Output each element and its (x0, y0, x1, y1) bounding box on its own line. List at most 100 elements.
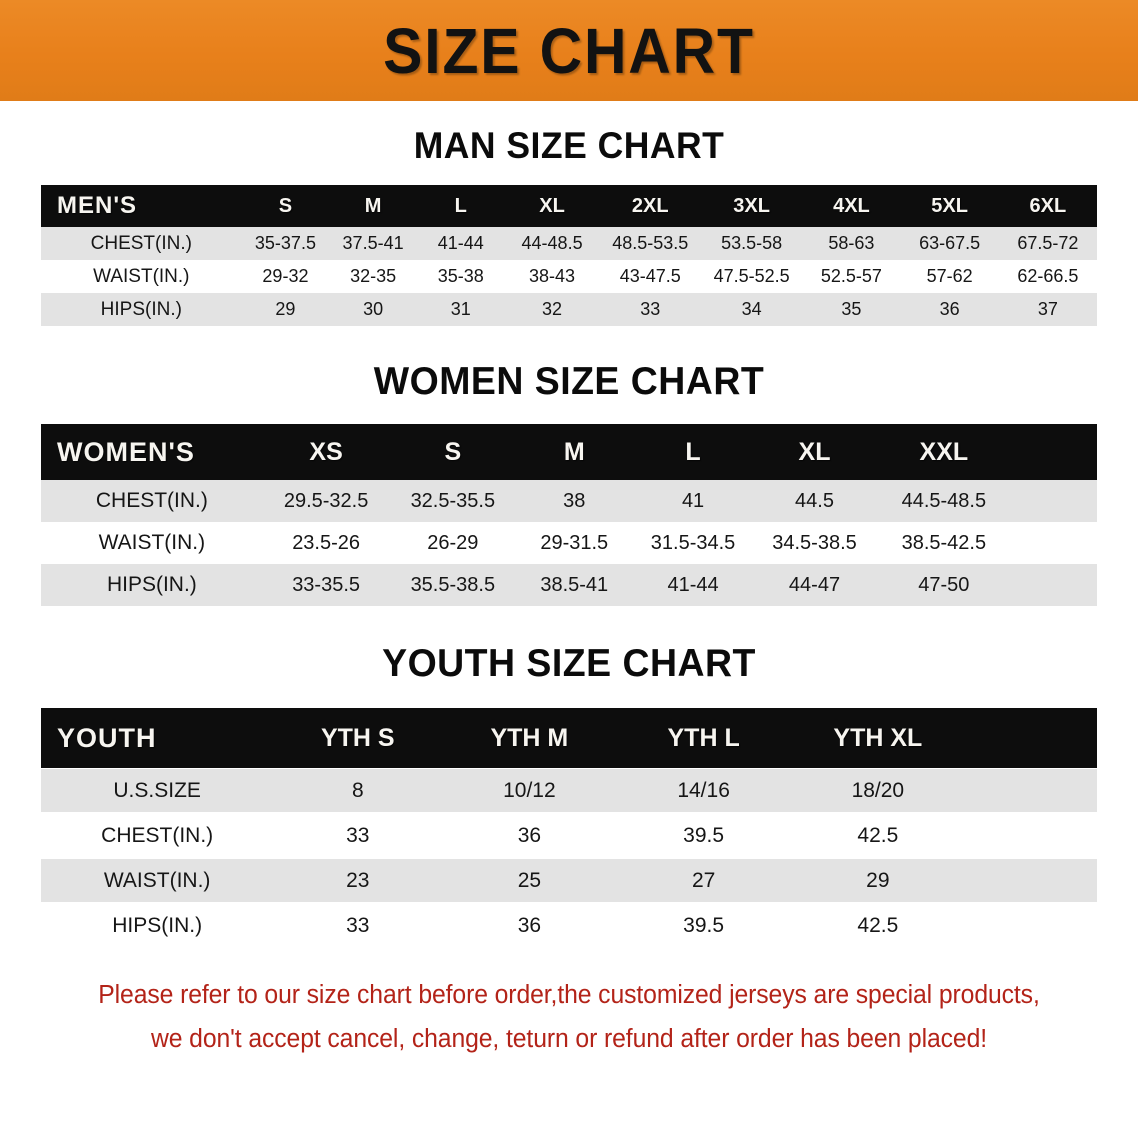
women-col-header-xxl: XXL (919, 437, 969, 466)
table-row: HIPS(IN.) 33-35.5 35.5-38.5 38.5-41 41-4… (41, 564, 1097, 606)
table-row: U.S.SIZE 8 10/12 14/16 18/20 (41, 768, 1097, 813)
table-cell: 42.5 (857, 913, 899, 937)
women-size-table-wrap: WOMEN'S XS S M L XL XXL CHEST(IN.) 29.5-… (41, 424, 1097, 606)
table-cell: 35-37.5 (254, 233, 316, 253)
table-cell: 44.5 (795, 489, 834, 512)
table-cell: 38.5-42.5 (901, 531, 987, 554)
youth-size-table: YOUTH YTH S YTH M YTH L YTH XL U.S.SIZE … (41, 708, 1097, 948)
table-cell: 38.5-41 (540, 573, 609, 596)
women-row-label-waist: WAIST(IN.) (98, 531, 206, 554)
youth-col-header-yth-m: YTH M (490, 723, 569, 752)
table-row: WAIST(IN.) 23 25 27 29 (41, 858, 1097, 903)
table-cell: 26-29 (427, 531, 479, 554)
table-cell: 23 (273, 858, 443, 903)
table-cell: 37 (1037, 299, 1058, 319)
table-cell: 32 (542, 299, 563, 319)
youth-row-label-us-size: U.S.SIZE (41, 768, 274, 813)
man-col-header-6xl: 6XL (1029, 194, 1067, 217)
man-col-header-3xl: 3XL (733, 194, 770, 217)
page-banner: SIZE CHART (0, 0, 1138, 101)
youth-col-header-spacer (965, 708, 1097, 768)
table-cell: 47-50 (918, 573, 970, 596)
table-cell: 36 (939, 299, 960, 319)
table-cell: 48.5-53.5 (612, 233, 689, 253)
youth-header-row: YOUTH YTH S YTH M YTH L YTH XL (41, 708, 1097, 768)
youth-header-label: YOUTH (57, 722, 157, 753)
table-cell-spacer (964, 768, 1097, 813)
man-col-header-m: M (364, 194, 382, 217)
table-cell-spacer (1012, 480, 1097, 522)
women-col-header-spacer (1012, 424, 1097, 480)
table-cell: 33 (640, 299, 661, 319)
youth-section-heading: YOUTH SIZE CHART (382, 642, 756, 685)
table-cell: 62-66.5 (1017, 266, 1079, 286)
youth-row-label-chest: CHEST(IN.) (101, 823, 214, 847)
table-row: CHEST(IN.) 29.5-32.5 32.5-35.5 38 41 44.… (41, 480, 1097, 522)
table-cell: 8 (273, 768, 443, 813)
table-cell: 27 (616, 858, 791, 903)
table-cell: 38-43 (529, 266, 576, 286)
man-section-heading: MAN SIZE CHART (413, 125, 725, 166)
table-cell: 29-32 (262, 266, 309, 286)
man-header-label: MEN'S (57, 192, 138, 219)
table-cell: 41-44 (667, 573, 719, 596)
man-size-table-wrap: MEN'S S M L XL 2XL 3XL 4XL 5XL 6XL CHEST… (41, 185, 1097, 326)
table-cell: 30 (363, 299, 384, 319)
table-cell: 44.5-48.5 (901, 489, 987, 512)
table-cell: 41 (681, 489, 705, 512)
table-cell: 31.5-34.5 (650, 531, 736, 554)
table-cell: 43-47.5 (619, 266, 681, 286)
table-cell: 44-48.5 (521, 233, 583, 253)
women-table-body: CHEST(IN.) 29.5-32.5 32.5-35.5 38 41 44.… (41, 480, 1097, 606)
table-row: HIPS(IN.) 33 36 39.5 42.5 (41, 903, 1097, 948)
table-cell: 23.5-26 (292, 531, 361, 554)
table-cell: 14/16 (616, 768, 791, 813)
table-cell: 18/20 (790, 768, 965, 813)
table-cell: 42.5 (857, 823, 899, 847)
table-cell: 37.5-41 (342, 233, 404, 253)
table-cell: 63-67.5 (919, 233, 981, 253)
table-cell: 38 (563, 489, 586, 512)
man-table-head: MEN'S S M L XL 2XL 3XL 4XL 5XL 6XL (41, 185, 1097, 227)
women-col-header-l: L (685, 437, 701, 466)
table-cell: 36 (517, 913, 542, 937)
youth-table-head: YOUTH YTH S YTH M YTH L YTH XL (41, 708, 1097, 768)
table-cell: 33 (346, 823, 370, 847)
table-cell: 32.5-35.5 (410, 489, 496, 512)
youth-row-label-waist: WAIST(IN.) (41, 858, 274, 903)
women-header-row: WOMEN'S XS S M L XL XXL (41, 424, 1097, 480)
youth-table-body: U.S.SIZE 8 10/12 14/16 18/20 CHEST(IN.) … (41, 768, 1097, 948)
table-cell: 41-44 (437, 233, 484, 253)
women-col-header-m: M (563, 437, 585, 466)
youth-col-header-yth-s: YTH S (320, 723, 395, 752)
man-col-header-xl: XL (539, 194, 565, 217)
table-row: WAIST(IN.) 29-32 32-35 35-38 38-43 43-47… (41, 260, 1097, 293)
table-cell: 10/12 (442, 768, 617, 813)
table-cell: 29-31.5 (540, 531, 609, 554)
women-header-label: WOMEN'S (57, 436, 195, 467)
table-cell: 57-62 (926, 266, 973, 286)
table-row: WAIST(IN.) 23.5-26 26-29 29-31.5 31.5-34… (41, 522, 1097, 564)
table-cell: 31 (450, 299, 471, 319)
table-cell: 29 (275, 299, 296, 319)
women-section-heading: WOMEN SIZE CHART (373, 360, 765, 403)
table-cell: 53.5-58 (721, 233, 783, 253)
table-cell-spacer (965, 813, 1097, 858)
footer-disclaimer-line-2: we don't accept cancel, change, teturn o… (150, 1024, 988, 1053)
footer-disclaimer: Please refer to our size chart before or… (50, 974, 1088, 1062)
women-col-header-s: S (444, 437, 462, 466)
man-header-row: MEN'S S M L XL 2XL 3XL 4XL 5XL 6XL (41, 185, 1097, 227)
table-cell: 29.5-32.5 (283, 489, 369, 512)
table-cell: 33 (346, 913, 370, 937)
man-size-table: MEN'S S M L XL 2XL 3XL 4XL 5XL 6XL CHEST… (41, 185, 1097, 326)
table-cell: 35 (841, 299, 862, 319)
table-cell: 47.5-52.5 (713, 266, 790, 286)
table-cell: 34.5-38.5 (772, 531, 857, 554)
footer-disclaimer-line-1: Please refer to our size chart before or… (98, 981, 1040, 1009)
women-col-header-xs: XS (309, 437, 343, 466)
table-cell: 33-35.5 (292, 573, 361, 596)
table-row: HIPS(IN.) 29 30 31 32 33 34 35 36 37 (41, 293, 1097, 326)
table-cell-spacer (1012, 522, 1097, 564)
table-cell: 35.5-38.5 (410, 573, 496, 596)
